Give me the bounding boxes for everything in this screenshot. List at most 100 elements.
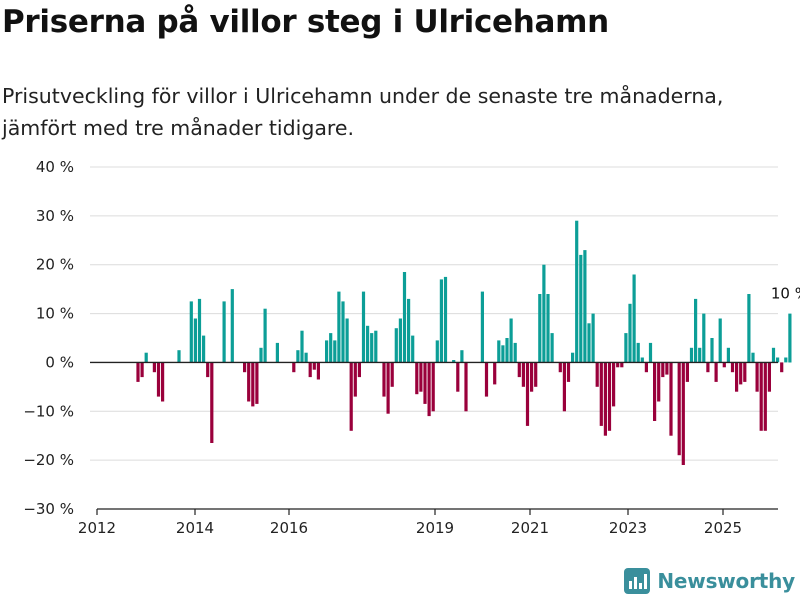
bar	[144, 352, 148, 363]
x-tick-label: 2021	[511, 519, 549, 537]
bar	[382, 362, 386, 397]
bar	[366, 325, 370, 363]
bar	[583, 250, 587, 363]
bar	[681, 362, 685, 465]
bar	[398, 318, 402, 363]
bars	[136, 220, 792, 465]
bar	[722, 362, 726, 368]
bar	[152, 362, 156, 373]
bar	[566, 362, 571, 382]
bar	[189, 301, 193, 363]
bar	[353, 362, 357, 397]
bar	[521, 362, 525, 387]
x-tick-label: 2025	[704, 519, 742, 537]
bar	[751, 352, 755, 363]
bar	[329, 333, 333, 363]
bar	[689, 347, 694, 363]
bar	[587, 323, 591, 363]
bar	[525, 362, 530, 426]
bar	[300, 330, 304, 363]
last-value-annotation: 10 %	[771, 285, 800, 303]
brand-name: Newsworthy	[657, 569, 795, 593]
bar	[439, 279, 443, 363]
bar	[509, 318, 513, 363]
y-tick-label: −20 %	[23, 451, 74, 469]
x-tick-label: 2023	[609, 519, 647, 537]
bar	[197, 298, 202, 363]
y-tick-label: −10 %	[23, 402, 74, 420]
bar	[259, 347, 263, 363]
bar	[698, 347, 702, 363]
bar	[431, 362, 435, 412]
y-tick-label: 0 %	[45, 353, 74, 371]
bar	[706, 362, 710, 373]
bar	[780, 362, 784, 373]
bar	[394, 328, 398, 363]
bar	[661, 362, 665, 378]
bar	[411, 335, 415, 363]
bar	[612, 362, 616, 407]
bar	[296, 350, 300, 363]
bar	[161, 362, 165, 402]
bar	[558, 362, 562, 373]
bar	[304, 352, 308, 363]
bar	[505, 338, 509, 363]
bar	[456, 362, 460, 392]
newsworthy-logo-icon	[624, 568, 651, 594]
bar	[591, 313, 595, 363]
bar	[427, 362, 431, 417]
bar	[136, 362, 140, 382]
bar	[694, 298, 698, 363]
bar	[718, 318, 722, 363]
bar	[640, 357, 644, 363]
gridlines	[90, 166, 778, 461]
bar	[759, 362, 763, 431]
bar	[460, 350, 464, 363]
bar	[501, 345, 505, 363]
bar	[730, 362, 735, 373]
bar	[497, 340, 501, 363]
bar	[620, 362, 624, 368]
y-tick-label: 10 %	[36, 305, 74, 323]
bar	[653, 362, 657, 421]
bar	[767, 362, 771, 392]
bar	[493, 362, 497, 385]
bar	[685, 362, 689, 382]
bar	[747, 294, 751, 363]
bar	[480, 291, 484, 363]
bar	[657, 362, 661, 402]
bar	[665, 362, 669, 375]
bar	[423, 362, 427, 404]
bar	[628, 303, 632, 363]
bar	[607, 362, 612, 431]
bar	[624, 333, 628, 363]
bar	[464, 362, 468, 412]
bar	[763, 362, 767, 431]
x-axis-ticks: 2012 2014 2016 2019 2021 2023 2025	[78, 509, 742, 537]
bar	[390, 362, 394, 387]
x-tick-label: 2016	[270, 519, 308, 537]
bar	[308, 362, 312, 378]
bar	[357, 362, 361, 378]
bar	[636, 342, 640, 363]
bar	[616, 362, 620, 368]
bar	[452, 360, 456, 363]
bar	[341, 301, 345, 363]
bar	[202, 335, 206, 363]
bar	[316, 362, 320, 380]
bar	[435, 340, 439, 363]
bar	[206, 362, 210, 378]
bar	[443, 276, 448, 363]
bar	[402, 272, 407, 363]
bar	[599, 362, 603, 426]
bar	[677, 362, 681, 456]
bar	[534, 362, 538, 387]
y-tick-label: 30 %	[36, 207, 74, 225]
bar	[530, 362, 534, 392]
bar	[345, 318, 349, 363]
bar	[333, 340, 337, 363]
bar	[263, 308, 267, 363]
bar	[193, 318, 197, 363]
bar	[755, 362, 759, 392]
chart-title: Priserna på villor steg i Ulricehamn	[2, 4, 609, 40]
